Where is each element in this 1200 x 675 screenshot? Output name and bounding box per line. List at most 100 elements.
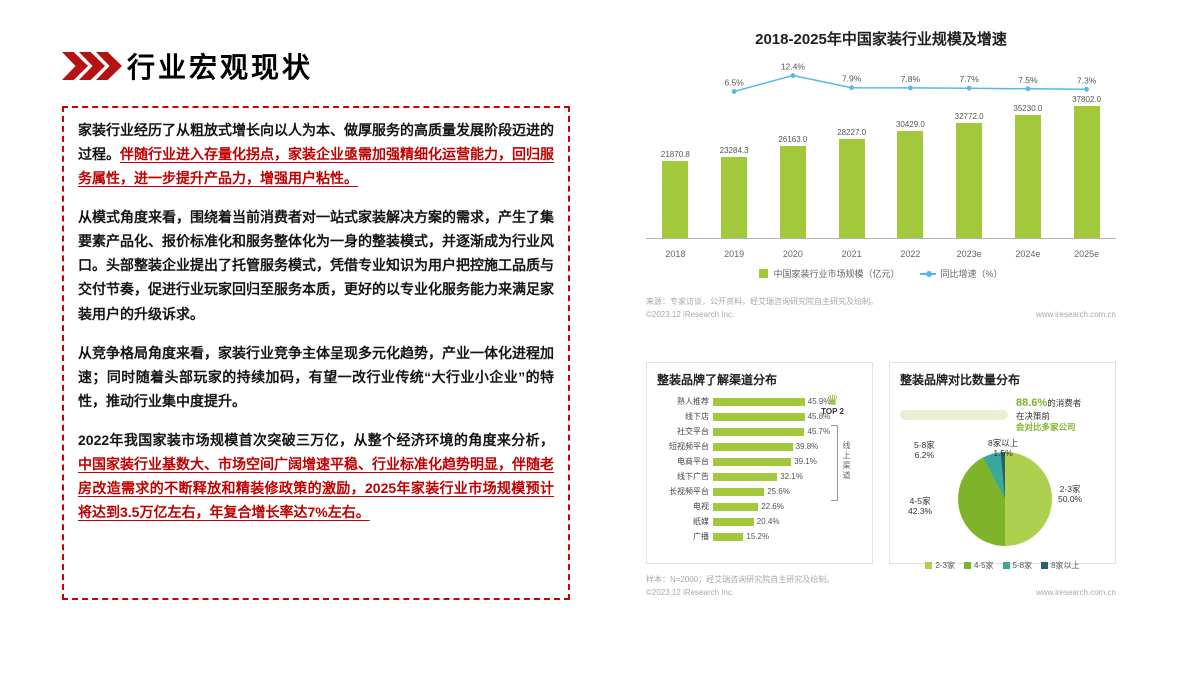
bar: [779, 146, 806, 238]
hbar-value: 20.4%: [756, 517, 780, 526]
paragraph: 从竞争格局角度来看，家装行业竞争主体呈现多元化趋势，产业一体化进程加速；同时随着…: [78, 341, 554, 413]
hbar-bar: [713, 457, 792, 466]
svg-text:7.8%: 7.8%: [901, 74, 921, 84]
x-tick-label: 2023e: [956, 249, 982, 259]
top2-badge: ♛ TOP 2: [821, 393, 844, 416]
pie-callout: 5-8家 6.2%: [914, 439, 935, 461]
copyright-note: ©2023.12 iResearch Inc.: [646, 587, 735, 597]
bar: [838, 139, 865, 238]
hbar-row: 熟人推荐 45.9%: [657, 394, 862, 409]
line-swatch-icon: [919, 270, 936, 277]
bar-value-label: 23284.3: [719, 146, 749, 155]
section-header: 行业宏观现状: [62, 46, 313, 86]
x-tick-label: 2018: [665, 249, 686, 259]
svg-text:7.9%: 7.9%: [842, 74, 862, 84]
hbar-label: 社交平台: [677, 427, 709, 436]
hbar-label: 熟人推荐: [677, 397, 709, 406]
bar-column: 32772.0: [940, 112, 999, 238]
bracket-label: 线上渠道: [842, 441, 851, 481]
bar-value-label: 21870.8: [660, 150, 690, 159]
hbar-label: 短视频平台: [669, 442, 709, 451]
legend-line-label: 同比增速（%）: [940, 269, 1003, 279]
stat-line3: 会对比多家公司: [1016, 422, 1076, 433]
paragraph: 2022年我国家装市场规模首次突破三万亿，从整个经济环境的角度来分析， 中国家装行…: [78, 428, 554, 524]
svg-text:7.7%: 7.7%: [959, 74, 979, 84]
hbar-label: 广播: [693, 532, 709, 541]
bar-column: 35230.0: [999, 104, 1058, 238]
copyright-note: ©2023.12 iResearch Inc.: [646, 309, 735, 319]
online-channel-bracket: [831, 425, 838, 501]
bar: [1014, 115, 1041, 238]
bar-column: 28227.0: [822, 128, 881, 238]
x-tick-label: 2021: [841, 249, 862, 259]
hbar-row: 纸媒 20.4%: [657, 514, 862, 529]
svg-text:12.4%: 12.4%: [781, 62, 806, 72]
highlighted-text: 伴随行业进入存量化拐点，家装企业亟需加强精细化运营能力，回归服务属性，进一步提升…: [78, 146, 554, 187]
hbar-row: 电视 22.6%: [657, 499, 862, 514]
hbar-value: 39.8%: [795, 442, 819, 451]
x-axis-labels: 2018 2019 2020 2021 2022 2023e 2024e 2025e: [646, 244, 1116, 259]
hbar-value: 15.2%: [746, 532, 770, 541]
svg-text:7.3%: 7.3%: [1077, 75, 1097, 85]
bar-column: 23284.3: [705, 146, 764, 238]
hbar-row: 电商平台 39.1%: [657, 454, 862, 469]
hbar-row: 长视频平台 25.6%: [657, 484, 862, 499]
hbar-bar: [713, 532, 744, 541]
hbar-label: 电商平台: [677, 457, 709, 466]
sample-note: 样本：N=2000；经艾瑞咨询研究院自主研究及绘制。: [646, 575, 835, 584]
site-note: www.iresearch.com.cn: [1035, 587, 1116, 597]
hbar-bar: [713, 397, 805, 406]
hbar-row: 社交平台 45.7%: [657, 424, 862, 439]
pie-legend: 2-3家 4-5家 5-8家 8家以上: [900, 560, 1105, 571]
legend-swatch-icon: [1041, 561, 1049, 569]
chart-footer: 来源：专家访谈，公开资料，经艾瑞咨询研究院自主研究及绘制。 ©2023.12 i…: [646, 296, 1116, 322]
bar-value-label: 26163.0: [778, 135, 808, 144]
pie-chart: [958, 451, 1052, 546]
paragraph: 家装行业经历了从粗放式增长向以人为本、做厚服务的高质量发展阶段迈进的过程。伴随行…: [78, 118, 554, 190]
bar-column: 37802.0: [1057, 95, 1116, 238]
legend-item-bar: 中国家装行业市场规模（亿元）: [759, 267, 900, 280]
pie-legend-item: 5-8家: [1002, 560, 1032, 571]
x-tick-label: 2022: [900, 249, 921, 259]
bars-row: 21870.8 23284.3 26163.0 28227.0 30429.0 32772…: [646, 80, 1116, 239]
page-title: 行业宏观现状: [127, 52, 314, 83]
hbar-bar: [713, 472, 778, 481]
hbar-label: 电视: [693, 502, 709, 511]
growth-line: 6.5% 12.4% 7.9% 7.8% 7.7% 7.5% 7.3%: [724, 62, 1097, 94]
hbar-bar: [713, 517, 754, 526]
bar-value-label: 37802.0: [1072, 95, 1102, 104]
stat-text: 88.6%的消费者 在决策前 会对比多家公司: [1016, 396, 1081, 434]
bar-value-label: 28227.0: [837, 128, 867, 137]
hbar-bar: [713, 487, 765, 496]
x-tick-label: 2019: [724, 249, 745, 259]
x-tick-label: 2020: [782, 249, 803, 259]
legend-item-line: 同比增速（%）: [919, 267, 1003, 280]
svg-text:6.5%: 6.5%: [724, 77, 744, 87]
bar-swatch-icon: [759, 269, 769, 278]
hbar-label: 线下店: [685, 412, 709, 421]
bottom-panels: 整装品牌了解渠道分布 熟人推荐 45.9% 线下店 45.8% 社交平台 45.7% 短视频…: [646, 362, 1116, 570]
top2-label: TOP 2: [821, 407, 844, 416]
bar-column: 30429.0: [881, 120, 940, 238]
bar: [956, 123, 983, 238]
pie-legend-item: 4-5家: [963, 560, 994, 571]
body-text: 2022年我国家装市场规模首次突破三万亿，从整个经济环境的角度来分析，: [78, 431, 554, 448]
brand-comparison-panel: 整装品牌对比数量分布 88.6%的消费者 在决策前 会对比多家公司 2-3家 50…: [889, 362, 1116, 570]
pie-callout: 4-5家 42.3%: [908, 495, 933, 517]
highlighted-text: 中国家装行业基数大、市场空间广阔增速平稳、行业标准化趋势明显，伴随老房改造需求的…: [78, 455, 554, 521]
site-note: www.iresearch.com.cn: [1035, 309, 1116, 319]
legend-swatch-icon: [963, 561, 971, 569]
crown-icon: ♛: [826, 392, 839, 408]
bar-chart-plot: 6.5% 12.4% 7.9% 7.8% 7.7% 7.5% 7.3% 21870.8 232…: [646, 59, 1116, 259]
stat-progress-bar: [900, 409, 1008, 420]
hbar-value: 32.1%: [780, 472, 803, 481]
paragraph: 从模式角度来看，围绕着当前消费者对一站式家装解决方案的需求，产生了集要素产品化、…: [78, 205, 554, 325]
pie-legend-item: 8家以上: [1041, 560, 1080, 571]
pie-area: 2-3家 50.0% 4-5家 42.3% 5-8家 6.2% 8家以上 1.5%: [900, 438, 1105, 556]
pie-legend-item: 2-3家: [925, 560, 955, 571]
body-text: 从模式角度来看，围绕着当前消费者对一站式家装解决方案的需求，产生了集要素产品化、…: [78, 209, 554, 322]
summary-text-box: 家装行业经历了从粗放式增长向以人为本、做厚服务的高质量发展阶段迈进的过程。伴随行…: [62, 106, 570, 600]
bar: [897, 131, 924, 238]
hbar-value: 39.1%: [794, 457, 817, 466]
hbar-bar: [713, 442, 793, 451]
